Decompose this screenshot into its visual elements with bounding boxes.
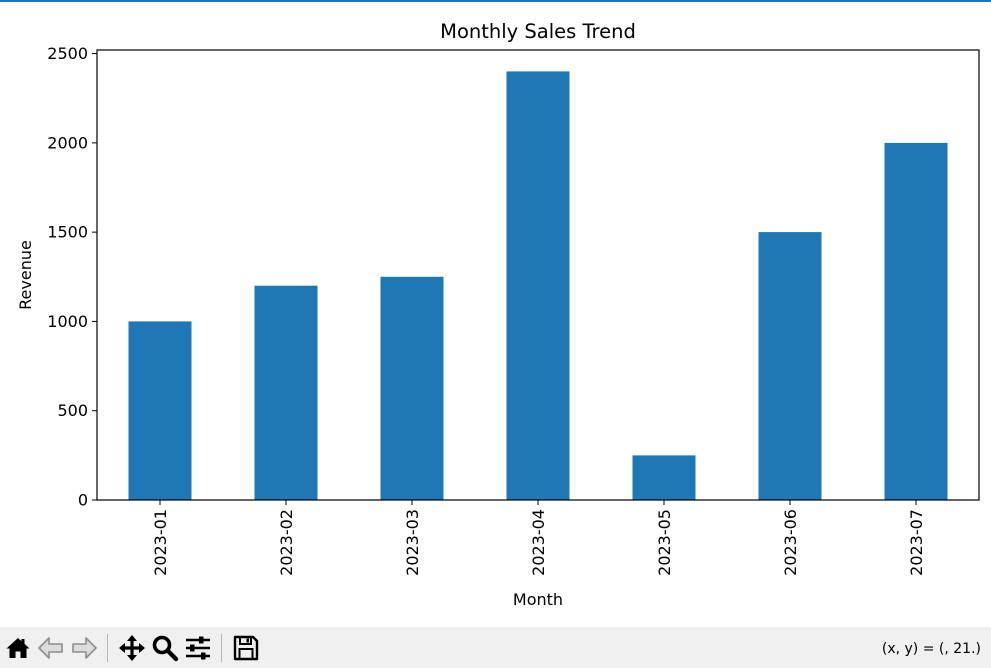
cursor-coordinates: (x, y) = (, 21.) — [881, 641, 981, 657]
move-icon — [119, 634, 145, 661]
y-tick-label: 2500 — [47, 44, 88, 63]
x-tick-label: 2023-07 — [907, 509, 926, 576]
x-tick-label: 2023-04 — [529, 509, 548, 576]
save-icon — [233, 635, 259, 660]
bars-group — [128, 71, 948, 501]
back-arrow-icon — [38, 636, 63, 659]
home-button[interactable] — [3, 633, 33, 663]
pan-button[interactable] — [117, 633, 147, 663]
x-tick-label: 2023-05 — [655, 509, 674, 576]
chart-title: Monthly Sales Trend — [440, 20, 636, 43]
y-tick-label: 1000 — [47, 312, 88, 331]
toolbar-separator — [221, 633, 222, 662]
x-tick-label: 2023-02 — [277, 509, 296, 576]
x-axis-label: Month — [513, 590, 563, 609]
sliders-icon — [186, 636, 210, 659]
navigation-toolbar: (x, y) = (, 21.) — [0, 627, 991, 668]
back-button[interactable] — [36, 633, 66, 663]
x-tick-label: 2023-01 — [151, 509, 170, 576]
toolbar-separator — [107, 633, 108, 662]
save-button[interactable] — [231, 633, 261, 663]
bar-2023-07 — [884, 142, 948, 500]
y-axis-label: Revenue — [16, 240, 35, 310]
home-icon — [6, 637, 30, 658]
bar-2023-06 — [758, 232, 822, 500]
y-tick-label: 2000 — [47, 133, 88, 152]
zoom-button[interactable] — [150, 633, 180, 663]
bar-2023-01 — [128, 321, 192, 500]
bar-2023-03 — [380, 276, 444, 500]
figure-canvas[interactable]: Monthly Sales Trend 0 500 1000 1500 2000 2500… — [0, 2, 991, 627]
y-tick-label: 500 — [57, 401, 88, 420]
x-axis-ticks: 2023-01 2023-02 2023-03 2023-04 2023-05 2023-… — [151, 500, 926, 576]
y-tick-label: 0 — [78, 491, 88, 510]
zoom-icon — [152, 635, 179, 661]
bar-2023-02 — [254, 285, 318, 500]
bar-2023-04 — [506, 71, 570, 501]
window-top-border — [0, 0, 991, 2]
forward-button[interactable] — [69, 633, 99, 663]
configure-subplots-button[interactable] — [183, 633, 213, 663]
y-tick-label: 1500 — [47, 223, 88, 242]
x-tick-label: 2023-03 — [403, 509, 422, 576]
bar-chart: Monthly Sales Trend 0 500 1000 1500 2000 2500… — [16, 20, 980, 609]
y-axis-ticks: 0 500 1000 1500 2000 2500 — [47, 44, 97, 510]
bar-2023-05 — [632, 455, 696, 500]
forward-arrow-icon — [72, 636, 97, 659]
x-tick-label: 2023-06 — [781, 509, 800, 576]
